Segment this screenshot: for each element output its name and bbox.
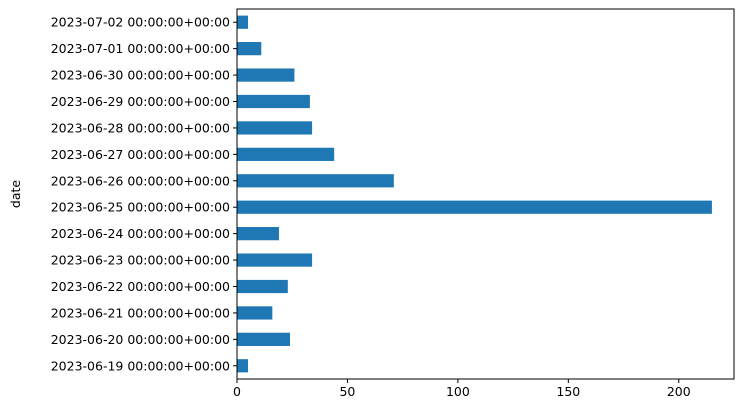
y-tick-label: 2023-07-02 00:00:00+00:00 xyxy=(51,15,230,30)
plot-frame xyxy=(236,8,735,380)
bar-2023-06-21 xyxy=(237,306,273,320)
x-tick-label: 100 xyxy=(446,384,470,399)
bar-2023-06-19 xyxy=(237,359,249,373)
bar-2023-06-26 xyxy=(237,174,394,188)
x-tick-label: 0 xyxy=(233,384,241,399)
y-axis: 2023-06-19 00:00:00+00:00 2023-06-20 00:0… xyxy=(51,15,237,373)
bar-2023-06-24 xyxy=(237,227,279,241)
bar-2023-06-23 xyxy=(237,253,313,267)
bar-2023-07-02 xyxy=(237,15,249,29)
y-axis-label: date xyxy=(8,180,23,208)
y-tick-label: 2023-07-01 00:00:00+00:00 xyxy=(51,41,230,56)
bar-2023-06-30 xyxy=(237,68,295,82)
y-tick-label: 2023-06-20 00:00:00+00:00 xyxy=(51,332,230,347)
x-axis: 0 50 100 150 200 xyxy=(233,379,691,399)
y-tick-label: 2023-06-26 00:00:00+00:00 xyxy=(51,173,230,188)
bar-2023-06-28 xyxy=(237,121,313,135)
x-tick-label: 50 xyxy=(339,384,355,399)
y-tick-label: 2023-06-29 00:00:00+00:00 xyxy=(51,94,230,109)
y-tick-label: 2023-06-23 00:00:00+00:00 xyxy=(51,253,230,268)
bar-2023-06-22 xyxy=(237,279,288,294)
y-tick-label: 2023-06-30 00:00:00+00:00 xyxy=(51,68,230,83)
y-tick-label: 2023-06-27 00:00:00+00:00 xyxy=(51,147,230,162)
y-tick-label: 2023-06-24 00:00:00+00:00 xyxy=(51,226,230,241)
y-tick-label: 2023-06-22 00:00:00+00:00 xyxy=(51,279,230,294)
bar-2023-06-29 xyxy=(237,94,310,109)
y-tick-label: 2023-06-28 00:00:00+00:00 xyxy=(51,120,230,135)
bar-2023-06-25 xyxy=(237,200,712,214)
y-tick-label: 2023-06-21 00:00:00+00:00 xyxy=(51,305,230,320)
x-tick-label: 150 xyxy=(556,384,580,399)
bar-2023-07-01 xyxy=(237,42,262,56)
y-tick-label: 2023-06-25 00:00:00+00:00 xyxy=(51,200,230,215)
bar-2023-06-27 xyxy=(237,147,335,161)
y-tick-label: 2023-06-19 00:00:00+00:00 xyxy=(51,358,230,373)
bars-group xyxy=(237,15,712,373)
x-tick-label: 200 xyxy=(667,384,691,399)
bar-2023-06-20 xyxy=(237,332,291,346)
